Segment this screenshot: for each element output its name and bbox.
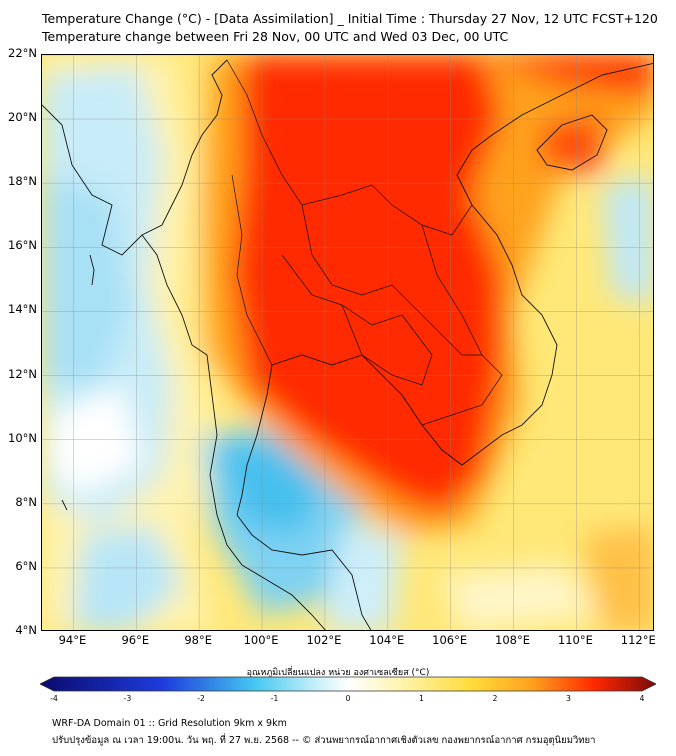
- lat-label: 12°N: [8, 366, 37, 381]
- coastlines: [42, 59, 653, 630]
- colorbar-tick-label: 3: [566, 694, 571, 703]
- lon-label: 112°E: [620, 633, 656, 647]
- colorbar-tick-label: -1: [270, 694, 279, 703]
- lon-label: 102°E: [306, 633, 342, 647]
- lat-label: 10°N: [8, 430, 37, 445]
- colorbar-tick-label: 1: [419, 694, 424, 703]
- colorbar-tick-label: 4: [639, 694, 645, 703]
- lat-label: 20°N: [8, 110, 37, 125]
- colorbar-tick-label: 2: [492, 694, 498, 703]
- lat-label: 22°N: [8, 46, 37, 60]
- lon-label: 110°E: [557, 633, 593, 647]
- temperature-field: [42, 55, 653, 630]
- lat-label: 6°N: [15, 558, 37, 573]
- colorbar-tick-label: -2: [197, 694, 205, 703]
- colorbar-title: อุณหภูมิเปลี่ยนแปลง หน่วย องศาเซลเซียส (…: [246, 668, 430, 678]
- lat-label: 4°N: [15, 623, 37, 637]
- map-subtitle: Temperature change between Fri 28 Nov, 0…: [42, 29, 509, 44]
- colorbar-tick-label: -4: [50, 694, 58, 703]
- lon-label: 108°E: [495, 633, 531, 647]
- colorbar: [40, 676, 656, 692]
- lat-label: 8°N: [15, 494, 37, 509]
- lon-label: 106°E: [432, 633, 468, 647]
- temperature-change-map[interactable]: [41, 54, 654, 631]
- lat-lon-grid: [42, 55, 653, 630]
- lon-label: 100°E: [243, 633, 279, 647]
- map-canvas: [42, 55, 653, 630]
- map-title: Temperature Change (°C) - [Data Assimila…: [42, 11, 658, 26]
- lon-label: 104°E: [369, 633, 405, 647]
- lat-label: 18°N: [8, 174, 37, 189]
- lon-label: 98°E: [184, 633, 212, 647]
- footer-update-info: ปรับปรุงข้อมูล ณ เวลา 19:00น. วัน พฤ. ที…: [52, 735, 596, 746]
- lon-label: 94°E: [58, 633, 87, 647]
- footer-model-info: WRF-DA Domain 01 :: Grid Resolution 9km …: [52, 718, 287, 729]
- lat-label: 14°N: [8, 302, 37, 317]
- colorbar-tick-label: 0: [345, 694, 351, 703]
- country-borders: [226, 59, 503, 426]
- colorbar-tick-label: -3: [123, 694, 132, 703]
- lon-label: 96°E: [121, 633, 150, 647]
- colorbar-gradient: [40, 676, 656, 692]
- lat-label: 16°N: [8, 238, 37, 253]
